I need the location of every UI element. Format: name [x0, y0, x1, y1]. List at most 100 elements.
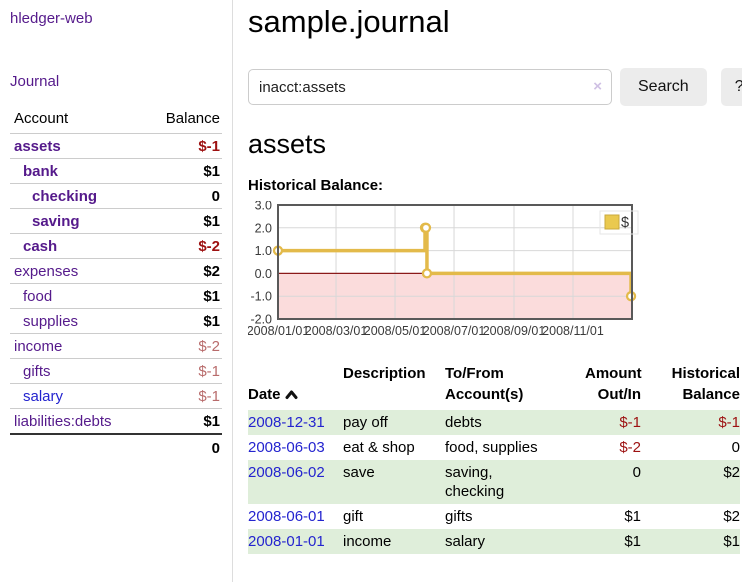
account-link[interactable]: saving [32, 212, 80, 230]
account-balance: $-2 [143, 233, 222, 259]
register-header-date[interactable]: Date [248, 363, 343, 410]
svg-text:2008/01/01: 2008/01/01 [248, 324, 309, 338]
page-title: sample.journal [248, 4, 450, 39]
account-row: salary $-1 [10, 383, 222, 409]
transaction-balance: $-1 [718, 414, 740, 431]
transaction-amount: $-1 [619, 414, 641, 431]
account-link[interactable]: cash [23, 237, 58, 255]
sidebar: hledger-web Journal Account Balance asse… [0, 0, 233, 582]
account-balance: 0 [143, 183, 222, 209]
accounts-total-row: 0 [10, 433, 222, 461]
chart-title: Historical Balance: [248, 177, 384, 194]
transaction-description: pay off [343, 414, 388, 431]
account-balance: $1 [143, 308, 222, 334]
account-row: checking 0 [10, 183, 222, 209]
account-row: cash $-2 [10, 233, 222, 259]
account-balance: $1 [143, 158, 222, 184]
transaction-date-link[interactable]: 2008-12-31 [248, 414, 325, 431]
register-table: Date Description To/From Account(s) Amou… [248, 363, 740, 554]
account-link[interactable]: gifts [23, 362, 51, 380]
account-link[interactable]: income [14, 337, 63, 355]
accounts-column-header: Account [14, 110, 69, 127]
svg-text:$: $ [621, 215, 629, 231]
svg-text:2008/09/01: 2008/09/01 [483, 324, 546, 338]
svg-text:2008/05/01: 2008/05/01 [364, 324, 427, 338]
transaction-balance: $2 [723, 464, 740, 481]
transaction-description: gift [343, 508, 364, 525]
search-input[interactable] [248, 69, 612, 105]
svg-text:2008/07/01: 2008/07/01 [423, 324, 486, 338]
transaction-accounts: debts [445, 414, 482, 431]
transaction-amount: $1 [624, 508, 641, 525]
account-row: liabilities:debts $1 [10, 408, 222, 434]
account-link[interactable]: liabilities:debts [14, 412, 112, 430]
register-row[interactable]: 2008-12-31 pay off debts $-1 $-1 [248, 410, 740, 435]
register-row[interactable]: 2008-06-02 save saving, checking 0 $2 [248, 460, 740, 504]
main-content: sample.journal × Search ? assets Histori… [233, 0, 742, 582]
account-balance: $2 [143, 258, 222, 284]
svg-text:0.0: 0.0 [255, 267, 272, 281]
transaction-accounts: gifts [445, 508, 473, 525]
account-balance: $1 [143, 208, 222, 234]
accounts-total-balance: 0 [143, 433, 222, 461]
svg-text:3.0: 3.0 [255, 201, 272, 213]
register-row[interactable]: 2008-06-03 eat & shop food, supplies $-2 0 [248, 435, 740, 460]
transaction-amount: 0 [632, 464, 641, 481]
svg-text:2.0: 2.0 [255, 221, 272, 235]
transaction-date-link[interactable]: 2008-06-01 [248, 508, 325, 525]
account-balance: $-2 [143, 333, 222, 359]
register-header-balance: Historical Balance [671, 365, 740, 403]
account-heading: assets [248, 129, 327, 159]
account-row: income $-2 [10, 333, 222, 359]
transaction-description: income [343, 533, 392, 550]
account-link[interactable]: checking [32, 187, 98, 205]
account-row: expenses $2 [10, 258, 222, 284]
transaction-balance: $2 [723, 508, 740, 525]
clear-search-icon[interactable]: × [593, 78, 602, 95]
account-row: bank $1 [10, 158, 222, 184]
register-row[interactable]: 2008-01-01 income salary $1 $1 [248, 529, 740, 554]
account-balance: $1 [143, 283, 222, 309]
transaction-amount: $-2 [619, 439, 641, 456]
app-brand-link[interactable]: hledger-web [10, 10, 93, 27]
account-row: saving $1 [10, 208, 222, 234]
search-button[interactable]: Search [620, 68, 707, 106]
account-link[interactable]: bank [23, 162, 59, 180]
historical-balance-chart: $3.0 2.0 1.0 0.0 -1.0 -2.02008/01/012008/03/0… [248, 201, 639, 338]
account-link[interactable]: supplies [23, 312, 79, 330]
transaction-date-link[interactable]: 2008-01-01 [248, 533, 325, 550]
account-row: assets $-1 [10, 133, 222, 159]
register-header-description: Description [343, 365, 426, 382]
accounts-balance-table: Account Balance assets $-1 bank $1 checking 0… [10, 108, 222, 461]
transaction-date-link[interactable]: 2008-06-02 [248, 464, 325, 481]
svg-text:2008/11/01: 2008/11/01 [542, 324, 604, 338]
account-link[interactable]: expenses [14, 262, 79, 280]
account-link[interactable]: food [23, 287, 53, 305]
account-row: supplies $1 [10, 308, 222, 334]
account-balance: $1 [143, 408, 222, 434]
help-button[interactable]: ? [720, 68, 742, 106]
svg-text:2008/03/01: 2008/03/01 [305, 324, 368, 338]
balance-column-header: Balance [165, 110, 220, 127]
account-balance: $-1 [143, 133, 222, 159]
account-link[interactable]: salary [23, 387, 64, 405]
sidebar-journal-link[interactable]: Journal [10, 73, 60, 90]
transaction-accounts: salary [445, 533, 486, 550]
register-row[interactable]: 2008-06-01 gift gifts $1 $2 [248, 504, 740, 529]
account-balance: $-1 [143, 358, 222, 384]
account-row: food $1 [10, 283, 222, 309]
svg-text:-1.0: -1.0 [250, 290, 272, 304]
sort-ascending-icon [285, 385, 298, 406]
transaction-date-link[interactable]: 2008-06-03 [248, 439, 325, 456]
account-row: gifts $-1 [10, 358, 222, 384]
register-header-amount: Amount Out/In [585, 365, 642, 403]
transaction-description: eat & shop [343, 439, 415, 456]
account-link[interactable]: assets [14, 137, 61, 155]
transaction-balance: $1 [723, 533, 740, 550]
transaction-accounts: food, supplies [445, 439, 538, 456]
transaction-amount: $1 [624, 533, 641, 550]
transaction-balance: 0 [731, 439, 740, 456]
transaction-accounts: saving, checking [445, 464, 505, 500]
svg-text:1.0: 1.0 [255, 244, 272, 258]
